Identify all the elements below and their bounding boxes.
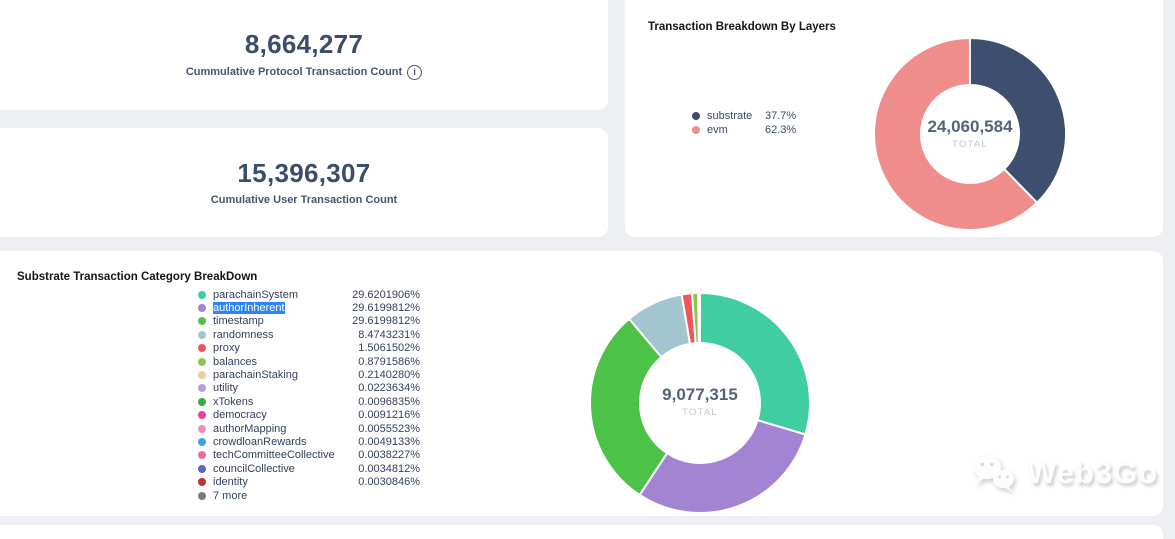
legend-item-balances[interactable]: balances 0.8791586% bbox=[198, 355, 420, 368]
legend-item-randomness[interactable]: randomness 8.4743231% bbox=[198, 328, 420, 341]
legend-item-label: democracy bbox=[213, 409, 267, 422]
legend-item-label: councilCollective bbox=[213, 462, 295, 475]
legend-item-value: 37.7% bbox=[765, 110, 797, 122]
legend-item-label: techCommitteeCollective bbox=[213, 449, 335, 462]
legend-item-value: 0.0096835% bbox=[358, 395, 420, 408]
info-icon[interactable]: i bbox=[407, 64, 423, 80]
legend-item-value: 29.6199812% bbox=[352, 315, 420, 328]
layers-donut-chart bbox=[873, 37, 1067, 231]
legend-item-label: timestamp bbox=[213, 315, 264, 328]
legend-item-value: 1.5061502% bbox=[358, 342, 420, 355]
legend-dot-icon bbox=[198, 304, 206, 313]
legend-item-value: 8.4743231% bbox=[358, 328, 420, 341]
legend-item-value: 0.0030846% bbox=[358, 476, 420, 489]
legend-dot-icon bbox=[198, 451, 206, 460]
legend-dot-icon bbox=[692, 126, 700, 134]
next-card-strip bbox=[0, 525, 1163, 539]
legend-dot-icon bbox=[198, 411, 206, 420]
legend-item-timestamp[interactable]: timestamp 29.6199812% bbox=[198, 315, 420, 328]
legend-dot-icon bbox=[198, 491, 206, 500]
legend-item-councilCollective[interactable]: councilCollective 0.0034812% bbox=[198, 462, 420, 475]
legend-item-value: 29.6201906% bbox=[352, 288, 420, 301]
user-transaction-count-label: Cumulative User Transaction Count bbox=[210, 193, 398, 206]
legend-dot-icon bbox=[198, 397, 206, 406]
substrate-donut-chart bbox=[589, 291, 811, 514]
legend-dot-icon bbox=[198, 464, 206, 473]
legend-item-parachainSystem[interactable]: parachainSystem 29.6201906% bbox=[198, 288, 420, 301]
legend-item-label: randomness bbox=[213, 328, 274, 341]
user-transaction-count-card: 15,396,307 Cumulative User Transaction C… bbox=[0, 128, 608, 237]
layers-chart-title: Transaction Breakdown By Layers bbox=[648, 21, 836, 33]
user-transaction-count-value: 15,396,307 bbox=[237, 157, 371, 188]
legend-item-identity[interactable]: identity 0.0030846% bbox=[198, 475, 420, 488]
donut-slice-authorInherent[interactable] bbox=[638, 419, 807, 514]
legend-dot-icon bbox=[198, 330, 206, 339]
legend-item-authorMapping[interactable]: authorMapping 0.0055523% bbox=[198, 422, 420, 435]
legend-item-value: 0.0038227% bbox=[358, 449, 420, 462]
legend-item-label: crowdloanRewards bbox=[213, 435, 307, 448]
wechat-icon bbox=[973, 454, 1014, 493]
legend-item-value: 0.0034812% bbox=[358, 462, 420, 475]
legend-item-crowdloanRewards[interactable]: crowdloanRewards 0.0049133% bbox=[198, 435, 420, 448]
legend-item-value: 0.8791586% bbox=[358, 355, 420, 368]
legend-item-7-more[interactable]: 7 more bbox=[198, 489, 420, 502]
legend-item-utility[interactable]: utility 0.0223634% bbox=[198, 382, 420, 395]
legend-item-label: balances bbox=[213, 355, 258, 368]
substrate-legend: parachainSystem 29.6201906% authorInherent… bbox=[198, 288, 420, 502]
legend-dot-icon bbox=[198, 357, 206, 366]
watermark-text: Web3Go bbox=[1027, 455, 1159, 490]
legend-item-label: authorMapping bbox=[213, 422, 287, 435]
legend-dot-icon bbox=[198, 424, 206, 433]
substrate-breakdown-card bbox=[0, 251, 1163, 516]
legend-item-democracy[interactable]: democracy 0.0091216% bbox=[198, 409, 420, 422]
legend-dot-icon bbox=[198, 478, 206, 487]
donut-slice-parachainSystem[interactable] bbox=[699, 292, 811, 436]
legend-dot-icon bbox=[198, 371, 206, 380]
legend-item-techCommitteeCollective[interactable]: techCommitteeCollective 0.0038227% bbox=[198, 449, 420, 462]
legend-dot-icon bbox=[198, 290, 206, 299]
legend-item-value: 0.0055523% bbox=[358, 422, 420, 435]
protocol-transaction-count-label: Cummulative Protocol Transaction Count i bbox=[186, 64, 423, 80]
legend-item-value: 0.0049133% bbox=[358, 435, 420, 448]
protocol-transaction-count-card: 8,664,277 Cummulative Protocol Transacti… bbox=[0, 0, 608, 110]
legend-item-label: identity bbox=[213, 476, 248, 489]
layers-legend: substrate 37.7% evm 62.3% bbox=[692, 109, 796, 137]
donut-slice-timestamp[interactable] bbox=[589, 317, 669, 496]
legend-item-label: parachainStaking bbox=[213, 369, 299, 382]
donut-slice-substrate[interactable] bbox=[969, 37, 1067, 204]
legend-item-label: proxy bbox=[213, 342, 240, 355]
legend-item-parachainStaking[interactable]: parachainStaking 0.2140280% bbox=[198, 368, 420, 381]
legend-item-substrate[interactable]: substrate 37.7% bbox=[692, 109, 796, 123]
legend-item-label: 7 more bbox=[213, 489, 248, 502]
legend-item-value: 29.6199812% bbox=[352, 302, 420, 315]
legend-item-label: utility bbox=[213, 382, 239, 395]
legend-item-xTokens[interactable]: xTokens 0.0096835% bbox=[198, 395, 420, 408]
legend-item-proxy[interactable]: proxy 1.5061502% bbox=[198, 342, 420, 355]
legend-item-value: 0.2140280% bbox=[358, 369, 420, 382]
legend-dot-icon bbox=[198, 317, 206, 326]
legend-item-evm[interactable]: evm 62.3% bbox=[692, 123, 796, 137]
legend-item-label: substrate bbox=[707, 110, 753, 122]
legend-dot-icon bbox=[198, 384, 206, 393]
legend-item-authorInherent[interactable]: authorInherent 29.6199812% bbox=[198, 301, 420, 315]
legend-dot-icon bbox=[198, 437, 206, 446]
legend-item-value: 0.0091216% bbox=[358, 409, 420, 422]
protocol-transaction-count-value: 8,664,277 bbox=[244, 28, 364, 59]
legend-dot-icon bbox=[692, 112, 700, 120]
donut-slice-evm[interactable] bbox=[873, 37, 1039, 231]
legend-dot-icon bbox=[198, 344, 206, 353]
legend-item-value: 62.3% bbox=[765, 124, 797, 136]
legend-item-value: 0.0223634% bbox=[358, 382, 420, 395]
watermark: Web3Go bbox=[968, 450, 1158, 496]
legend-item-label: parachainSystem bbox=[213, 288, 298, 301]
substrate-chart-title: Substrate Transaction Category BreakDown bbox=[17, 271, 258, 283]
legend-item-label: authorInherent bbox=[213, 302, 285, 315]
legend-item-label: evm bbox=[707, 124, 728, 136]
legend-item-label: xTokens bbox=[213, 395, 254, 408]
